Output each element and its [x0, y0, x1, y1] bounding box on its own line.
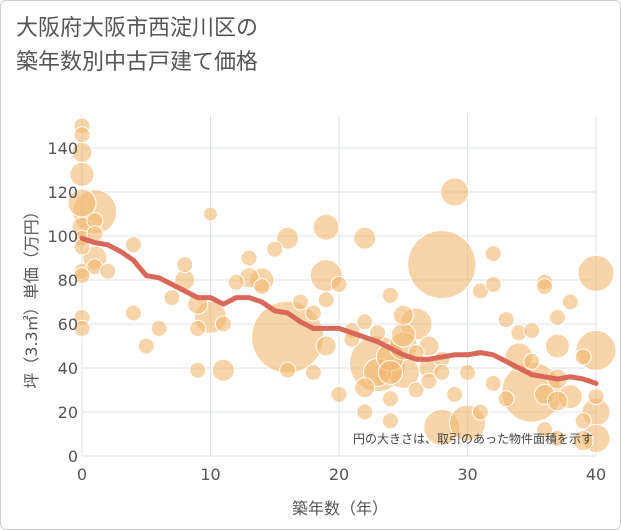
- data-point-bubble: [211, 358, 235, 382]
- y-tick-label: 120: [47, 183, 78, 202]
- data-point-bubble: [312, 213, 340, 241]
- data-point-bubble: [304, 304, 322, 322]
- trend-line-layer: [79, 235, 599, 386]
- data-point-bubble: [227, 273, 245, 291]
- bubble-size-note: 円の大きさは、取引のあった物件面積を示す: [353, 431, 593, 446]
- chart-title-line-2: 築年数別中古戸建て価格: [16, 50, 259, 75]
- data-point-bubble: [536, 278, 554, 296]
- data-point-bubble: [392, 304, 414, 326]
- data-point-bubble: [137, 337, 155, 355]
- data-point-bubble: [433, 363, 451, 381]
- data-point-bubble: [354, 377, 376, 399]
- data-point-bubble: [317, 291, 335, 309]
- data-point-bubble: [523, 352, 541, 370]
- data-point-bubble: [548, 429, 566, 447]
- data-point-bubble: [189, 319, 207, 337]
- data-point-bubble: [587, 388, 605, 406]
- x-tick-label: 0: [77, 465, 87, 484]
- data-point-bubble: [561, 293, 579, 311]
- data-point-bubble: [420, 372, 438, 390]
- bubble-layer: [67, 117, 617, 453]
- y-tick-label: 80: [58, 271, 78, 290]
- data-point-bubble: [381, 286, 399, 304]
- data-point-bubble: [407, 381, 425, 399]
- data-point-bubble: [356, 313, 374, 331]
- data-point-bubble: [150, 319, 168, 337]
- data-point-bubble: [203, 206, 218, 222]
- data-point-bubble: [574, 348, 592, 366]
- data-point-bubble: [407, 230, 477, 300]
- data-point-bubble: [484, 374, 502, 392]
- data-point-bubble: [523, 322, 541, 340]
- data-point-bubble: [381, 390, 399, 408]
- data-point-bubble: [330, 385, 348, 403]
- data-point-bubble: [73, 319, 91, 337]
- x-tick-label: 10: [200, 465, 220, 484]
- data-point-bubble: [471, 403, 489, 421]
- data-point-bubble: [73, 126, 91, 144]
- chart-title-line-1: 大阪府大阪市西淀川区の: [16, 16, 259, 41]
- data-point-bubble: [497, 311, 515, 329]
- data-point-bubble: [315, 335, 337, 357]
- y-tick-label: 60: [58, 315, 78, 334]
- data-point-bubble: [99, 262, 117, 280]
- data-point-bubble: [279, 361, 297, 379]
- data-point-bubble: [240, 249, 258, 267]
- data-point-bubble: [546, 390, 568, 412]
- data-point-bubble: [276, 226, 300, 250]
- y-tick-label: 140: [47, 139, 78, 158]
- data-point-bubble: [390, 322, 416, 348]
- data-point-bubble: [176, 256, 194, 274]
- data-point-bubble: [440, 177, 470, 207]
- trend-line: [79, 235, 599, 386]
- tick-labels: 0 10 20 30 40 0 20 40 60 80 100 120 140: [47, 139, 606, 484]
- data-point-bubble: [124, 236, 142, 254]
- x-axis-label: 築年数（年）: [292, 499, 388, 518]
- y-tick-label: 100: [47, 227, 78, 246]
- chart-title: 大阪府大阪市西淀川区の 築年数別中古戸建て価格: [16, 12, 258, 80]
- x-tick-label: 30: [457, 465, 477, 484]
- data-point-bubble: [459, 363, 476, 381]
- data-point-bubble: [574, 412, 592, 430]
- y-tick-label: 0: [68, 447, 78, 466]
- data-point-bubble: [266, 240, 284, 258]
- data-point-bubble: [484, 245, 502, 263]
- data-point-bubble: [572, 430, 594, 452]
- data-point-bubble: [124, 304, 142, 322]
- data-point-bubble: [353, 226, 377, 250]
- data-point-bubble: [214, 315, 232, 333]
- data-point-bubble: [73, 267, 91, 285]
- data-point-bubble: [356, 403, 374, 421]
- data-point-bubble: [163, 289, 181, 307]
- y-axis-label: 坪（3.3㎡）単価（万円）: [22, 203, 41, 388]
- y-tick-label: 20: [58, 403, 78, 422]
- data-point-bubble: [577, 254, 615, 292]
- data-point-bubble: [377, 359, 403, 385]
- data-point-bubble: [381, 412, 399, 430]
- data-point-bubble: [291, 293, 309, 311]
- x-tick-label: 20: [329, 465, 349, 484]
- data-point-bubble: [544, 333, 570, 359]
- data-point-bubble: [548, 308, 566, 326]
- data-point-bubble: [446, 385, 464, 403]
- data-point-bubble: [330, 275, 348, 293]
- data-point-bubble: [253, 278, 271, 296]
- data-point-bubble: [497, 390, 515, 408]
- data-point-bubble: [189, 361, 207, 379]
- y-tick-label: 40: [58, 359, 78, 378]
- data-point-bubble: [484, 275, 502, 293]
- x-tick-label: 40: [586, 465, 606, 484]
- data-point-bubble: [304, 363, 322, 381]
- data-point-bubble: [536, 421, 554, 439]
